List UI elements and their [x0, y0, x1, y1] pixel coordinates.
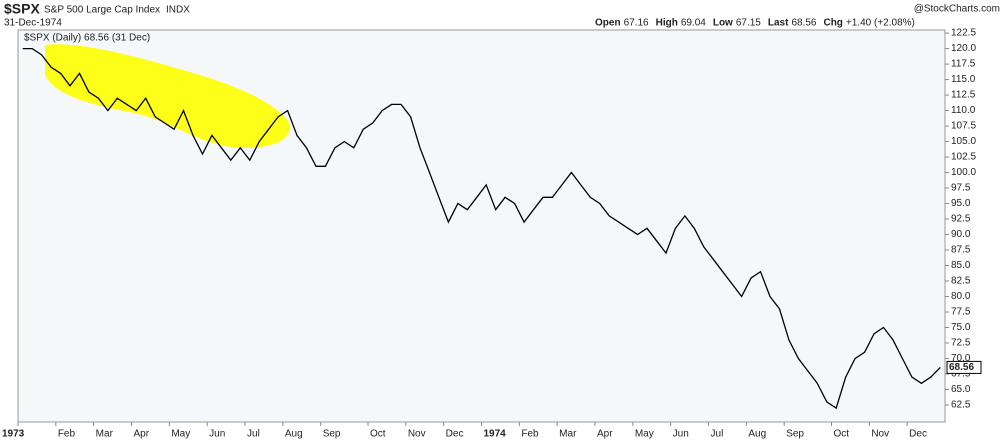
- y-tick-label: 95.0: [951, 198, 971, 209]
- x-tick-label: Apr: [597, 429, 613, 440]
- y-tick-label: 80.0: [951, 291, 971, 302]
- y-tick-label: 65.0: [951, 384, 971, 395]
- x-tick-label: Jul: [247, 429, 260, 440]
- x-tick-label: Oct: [833, 429, 849, 440]
- highlight: [45, 44, 291, 148]
- quote-label: High: [656, 18, 678, 29]
- x-tick-label: 1974: [484, 429, 507, 440]
- y-tick-label: 115.0: [951, 74, 976, 85]
- x-tick-label: Sep: [323, 429, 341, 440]
- x-tick-label: 1973: [2, 429, 25, 440]
- quote-label: Last: [768, 18, 789, 29]
- quote-label: Open: [595, 18, 621, 29]
- y-tick-label: 100.0: [951, 167, 976, 178]
- x-tick-label: Dec: [909, 429, 927, 440]
- y-tick-label: 62.5: [951, 400, 971, 411]
- x-tick-label: Sep: [786, 429, 804, 440]
- x-tick-label: Aug: [285, 429, 303, 440]
- x-tick-label: Nov: [871, 429, 889, 440]
- quote: Open 67.16 High 69.04 Low 67.15 Last 68.56 Chg +1…: [595, 18, 915, 29]
- quote-value: 68.56: [791, 18, 816, 29]
- y-tick-label: 97.5: [951, 183, 971, 194]
- x-tick-label: Jul: [711, 429, 724, 440]
- x-tick-label: Feb: [58, 429, 76, 440]
- symbol: $SPX: [4, 1, 40, 17]
- y-tick-label: 117.5: [951, 59, 976, 70]
- last-value-box: [946, 360, 982, 374]
- x-tick-label: May: [635, 429, 654, 440]
- quote-value: 67.15: [736, 18, 761, 29]
- y-tick-label: 112.5: [951, 90, 976, 101]
- x-tick-label: Feb: [521, 429, 539, 440]
- y-tick-label: 72.5: [951, 338, 971, 349]
- x-tick-label: Nov: [408, 429, 426, 440]
- quote-value: 69.04: [681, 18, 706, 29]
- quote-value: 67.16: [624, 18, 649, 29]
- y-tick-label: 82.5: [951, 276, 971, 287]
- quote-label: Low: [713, 18, 733, 29]
- y-tick-label: 85.0: [951, 260, 971, 271]
- y-tick-label: 105.0: [951, 136, 976, 147]
- date: 31-Dec-1974: [4, 18, 62, 29]
- y-tick-label: 75.0: [951, 322, 971, 333]
- x-tick-label: Jun: [673, 429, 689, 440]
- credit: @StockCharts.com: [914, 4, 1000, 15]
- exchange: INDX: [166, 5, 190, 16]
- y-tick-label: 92.5: [951, 214, 971, 225]
- y-tick-label: 107.5: [951, 121, 976, 132]
- legend: $SPX (Daily) 68.56 (31 Dec): [24, 33, 150, 44]
- y-tick-label: 67.5: [951, 369, 971, 380]
- y-tick-label: 77.5: [951, 307, 971, 318]
- price-line: [22, 47, 941, 410]
- y-tick-label: 102.5: [951, 152, 976, 163]
- x-tick-label: Jun: [209, 429, 225, 440]
- quote-value: +1.40 (+2.08%): [846, 18, 915, 29]
- y-tick-label: 122.5: [951, 28, 976, 39]
- y-tick-label: 90.0: [951, 229, 971, 240]
- y-tick-label: 87.5: [951, 245, 971, 256]
- last-value-label: 68.56: [949, 362, 974, 373]
- x-tick-label: Apr: [134, 429, 150, 440]
- y-tick-label: 120.0: [951, 43, 976, 54]
- x-tick-label: Mar: [559, 429, 577, 440]
- quote-label: Chg: [823, 18, 842, 29]
- y-tick-label: 70.0: [951, 353, 971, 364]
- y-tick-label: 110.0: [951, 105, 976, 116]
- x-tick-label: Aug: [748, 429, 766, 440]
- x-tick-label: Dec: [446, 429, 464, 440]
- x-tick-label: May: [171, 429, 190, 440]
- index-name: S&P 500 Large Cap Index: [44, 5, 160, 16]
- x-tick-label: Mar: [96, 429, 114, 440]
- x-tick-label: Oct: [370, 429, 386, 440]
